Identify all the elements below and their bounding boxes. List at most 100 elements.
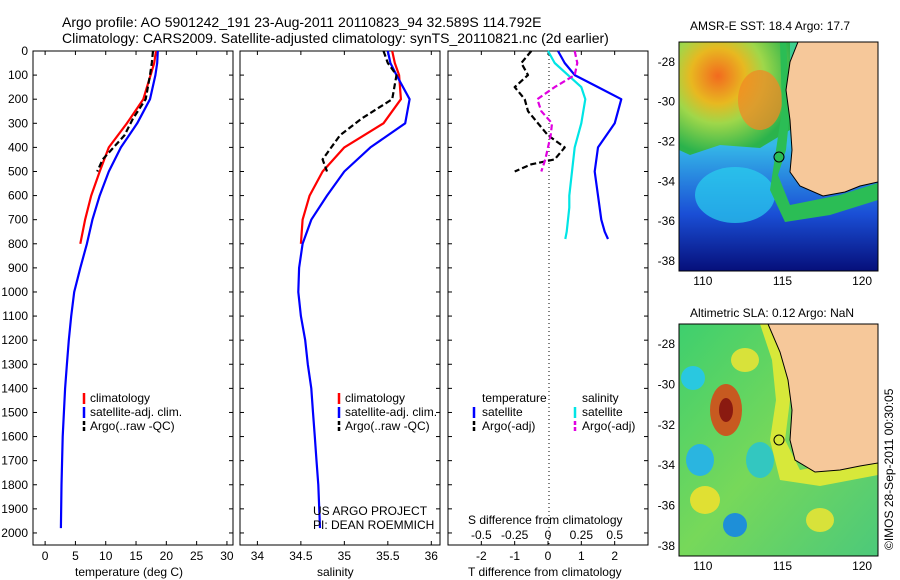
- legend-satellite-label: satellite-adj. clim.: [345, 405, 437, 419]
- sst-map-frame: [678, 41, 879, 272]
- difference-legend: temperature salinity satellite Argo(-adj…: [472, 391, 635, 433]
- series-line-climatology: [299, 50, 402, 244]
- depth-tick-label: 600: [8, 189, 28, 203]
- sla-anomaly: [731, 348, 759, 372]
- x-tick-label: 1: [578, 549, 585, 563]
- temperature-axis-label: temperature (deg C): [75, 565, 183, 579]
- sst-land: [785, 41, 879, 197]
- depth-tick-label: 1500: [1, 405, 28, 419]
- legend-satellite-label: satellite-adj. clim.: [90, 405, 182, 419]
- depth-tick-label: 400: [8, 140, 28, 154]
- map-lat-tick-label: -38: [658, 254, 676, 268]
- sla-map-title: Altimetric SLA: 0.12 Argo: NaN: [690, 306, 854, 320]
- x-tick-label: 35.5: [376, 549, 400, 563]
- depth-tick-label: 500: [8, 164, 28, 178]
- sla-float-marker: [773, 434, 785, 446]
- map-lon-tick-label: 120: [852, 559, 872, 573]
- sla-anomaly: [723, 513, 747, 537]
- x2-tick-label: 0.25: [570, 528, 594, 542]
- map-lon-tick-label: 110: [693, 274, 712, 288]
- x-tick-label: 30: [220, 549, 234, 563]
- timestamp-stamp: ©IMOS 28-Sep-2011 00:30:05: [882, 388, 896, 550]
- depth-tick-label: 700: [8, 213, 28, 227]
- sla-map-frame: [678, 323, 879, 557]
- depth-tick-label: 1600: [1, 430, 28, 444]
- map-lat-tick-label: -38: [658, 539, 676, 553]
- difference-panel-frame: [447, 50, 649, 546]
- legend-argo-label: Argo(..raw -QC): [345, 419, 430, 433]
- x-tick-label: 34: [251, 549, 265, 563]
- map-lat-tick-label: -28: [658, 337, 676, 351]
- temperature-axis: 0 5 10 15 20 25 30: [42, 51, 234, 563]
- temperature-panel-frame: [32, 50, 234, 546]
- map-lat-tick-label: -32: [658, 135, 676, 149]
- sla-map: [678, 323, 879, 557]
- depth-tick-label: 300: [8, 116, 28, 130]
- profile-series: [59, 50, 623, 529]
- legend-s-argo-label: Argo(-adj): [582, 419, 635, 433]
- depth-tick-label: 1200: [1, 333, 28, 347]
- depth-tick-label: 1400: [1, 381, 28, 395]
- legend-s-satellite-label: satellite: [582, 405, 623, 419]
- legend-temperature-heading: temperature: [482, 391, 547, 405]
- depth-tick-label: 200: [8, 92, 28, 106]
- legend-salinity-heading: salinity: [582, 391, 619, 405]
- map-lat-tick-label: -36: [658, 214, 676, 228]
- map-lat-tick-label: -32: [658, 418, 676, 432]
- legend-climatology-label: climatology: [345, 391, 405, 405]
- sla-anomaly: [686, 444, 714, 476]
- salinity-panel-frame: [239, 50, 441, 546]
- legend-t-argo-label: Argo(-adj): [482, 419, 535, 433]
- depth-tick-label: 1100: [2, 309, 28, 323]
- x-tick-label: 2: [611, 549, 618, 563]
- series-line-salinity-argo-adj: [536, 50, 579, 172]
- sla-anomaly: [690, 486, 720, 514]
- x2-tick-label: 0.5: [606, 528, 623, 542]
- x2-tick-label: 0: [545, 528, 552, 542]
- map-lat-tick-label: -30: [658, 95, 676, 109]
- map-lon-tick-label: 120: [852, 274, 872, 288]
- map-lat-tick-label: -36: [658, 499, 676, 513]
- legend-climatology-label: climatology: [90, 391, 150, 405]
- t-difference-axis-label: T difference from climatology: [468, 565, 622, 579]
- sla-anomaly: [719, 398, 733, 422]
- series-line-temperature-argo-adj: [513, 50, 566, 173]
- figure-title-line1: Argo profile: AO 5901242_191 23-Aug-2011…: [62, 14, 542, 30]
- map-axes: -28 -30 -32 -34 -36 -38 110 115 120 -28 -30 -32 -34 -…: [658, 55, 873, 573]
- sla-anomaly: [681, 366, 705, 390]
- map-lat-tick-label: -34: [658, 458, 676, 472]
- series-line-temperature-satellite: [557, 50, 623, 240]
- sla-anomaly: [806, 508, 834, 532]
- sst-map-title: AMSR-E SST: 18.4 Argo: 17.7: [690, 19, 850, 33]
- x-tick-label: 25: [190, 549, 204, 563]
- depth-tick-label: 1000: [1, 285, 28, 299]
- legend-t-satellite-label: satellite: [482, 405, 523, 419]
- x2-tick-label: -0.25: [501, 528, 529, 542]
- x-tick-label: -1: [509, 549, 520, 563]
- x-tick-label: 5: [72, 549, 79, 563]
- x2-tick-label: -0.5: [471, 528, 492, 542]
- x-tick-label: 34.5: [289, 549, 313, 563]
- map-lon-tick-label: 115: [773, 274, 792, 288]
- salinity-legend: climatology satellite-adj. clim. Argo(..…: [337, 391, 437, 433]
- series-line-satellite-adj-clim: [297, 50, 411, 529]
- s-difference-axis: -0.5 -0.25 0 0.25 0.5: [471, 528, 623, 542]
- map-lat-tick-label: -30: [658, 378, 676, 392]
- series-line-argo-raw-qc: [96, 50, 155, 172]
- x-tick-label: 15: [129, 549, 143, 563]
- sla-anomaly: [746, 442, 774, 478]
- depth-tick-label: 900: [8, 261, 28, 275]
- depth-tick-label: 100: [8, 68, 28, 82]
- project-credit: US ARGO PROJECT: [313, 504, 428, 518]
- sst-map: [678, 41, 879, 272]
- depth-axis: 0 100 200 300 400 500 600 700 800 900 1000 1100 1200…: [1, 44, 648, 540]
- sst-cool-patch: [695, 167, 775, 223]
- depth-tick-label: 1700: [1, 454, 28, 468]
- figure-title-line2: Climatology: CARS2009. Satellite-adjuste…: [62, 30, 609, 46]
- x-tick-label: 10: [99, 549, 113, 563]
- x-tick-label: 0: [42, 549, 49, 563]
- x-tick-label: -2: [476, 549, 487, 563]
- series-line-salinity-satellite: [547, 50, 587, 240]
- depth-tick-label: 1300: [1, 357, 28, 371]
